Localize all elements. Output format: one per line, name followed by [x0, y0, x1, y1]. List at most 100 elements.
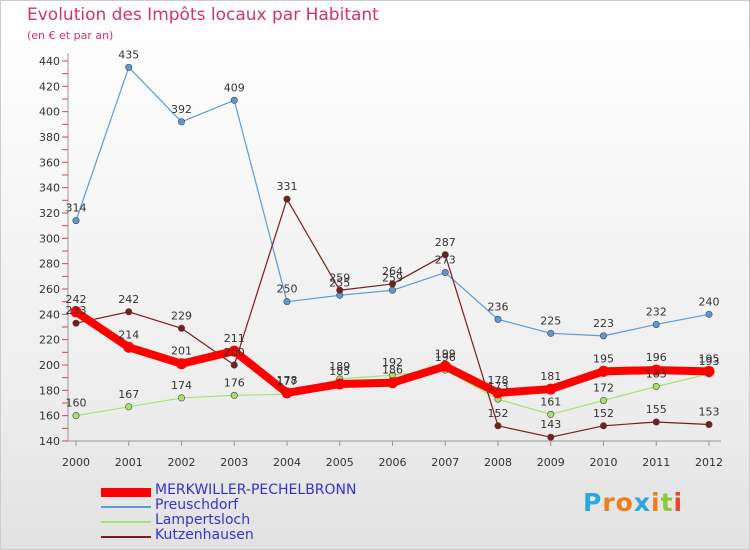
- data-label: 409: [224, 81, 245, 94]
- chart-title: Evolution des Impôts locaux par Habitant: [27, 5, 379, 25]
- x-tick-label: 2008: [484, 456, 512, 469]
- data-point: [441, 251, 449, 259]
- data-label: 236: [488, 300, 509, 313]
- data-label: 174: [171, 379, 192, 392]
- data-point: [652, 418, 660, 426]
- data-point: [650, 364, 662, 376]
- data-label: 195: [699, 352, 720, 365]
- logo-letter: i: [673, 488, 684, 517]
- data-label: 435: [118, 48, 139, 61]
- data-label: 178: [488, 374, 509, 387]
- x-tick-label: 2006: [379, 456, 407, 469]
- proxiti-logo: Proxiti: [583, 488, 683, 517]
- data-point: [123, 341, 135, 353]
- data-point: [334, 378, 346, 390]
- data-point: [283, 298, 291, 306]
- data-label: 199: [435, 347, 456, 360]
- logo-letter: o: [615, 488, 634, 517]
- data-label: 176: [224, 376, 245, 389]
- y-tick-label: 260: [39, 283, 60, 296]
- data-label: 232: [646, 305, 667, 318]
- x-tick-label: 2001: [115, 456, 143, 469]
- data-point: [125, 63, 133, 71]
- data-point: [178, 324, 186, 332]
- data-point: [545, 383, 557, 395]
- data-label: 172: [593, 381, 614, 394]
- data-point: [72, 412, 80, 420]
- legend-swatch: [101, 521, 151, 523]
- data-point: [230, 96, 238, 104]
- data-label: 240: [699, 295, 720, 308]
- data-point: [492, 387, 504, 399]
- y-tick-label: 280: [39, 258, 60, 271]
- data-label: 223: [593, 317, 614, 330]
- data-point: [283, 195, 291, 203]
- data-point: [494, 422, 502, 430]
- x-tick-label: 2007: [431, 456, 459, 469]
- data-label: 196: [646, 351, 667, 364]
- data-label: 259: [382, 271, 403, 284]
- logo-letter: t: [660, 488, 674, 517]
- data-label: 143: [540, 418, 561, 431]
- y-tick-label: 200: [39, 359, 60, 372]
- data-label: 183: [646, 368, 667, 381]
- data-point: [125, 403, 133, 411]
- logo-letter: i: [651, 488, 661, 517]
- x-tick-label: 2012: [695, 456, 723, 469]
- data-point: [599, 396, 607, 404]
- y-tick-label: 440: [39, 55, 60, 68]
- logo-letter: P: [583, 488, 603, 517]
- data-point: [705, 421, 713, 429]
- data-point: [281, 387, 293, 399]
- data-point: [547, 410, 555, 418]
- x-tick-label: 2009: [537, 456, 565, 469]
- y-tick-label: 380: [39, 131, 60, 144]
- data-point: [547, 329, 555, 337]
- data-label: 214: [118, 328, 139, 341]
- data-point: [705, 310, 713, 318]
- data-label: 229: [171, 309, 192, 322]
- data-label: 201: [171, 345, 192, 358]
- logo-letter: r: [602, 488, 616, 517]
- data-label: 196: [435, 351, 456, 364]
- y-tick-label: 180: [39, 384, 60, 397]
- data-label: 160: [66, 397, 87, 410]
- y-tick-label: 240: [39, 308, 60, 321]
- data-label: 264: [382, 265, 403, 278]
- data-point: [72, 319, 80, 327]
- data-point: [230, 361, 238, 369]
- data-label: 255: [329, 276, 350, 289]
- data-label: 242: [66, 293, 87, 306]
- data-label: 189: [329, 360, 350, 373]
- data-point: [652, 383, 660, 391]
- data-label: 177: [277, 375, 298, 388]
- data-point: [547, 433, 555, 441]
- data-point: [703, 365, 715, 377]
- data-label: 314: [66, 202, 87, 215]
- y-tick-label: 320: [39, 207, 60, 220]
- data-label: 195: [593, 352, 614, 365]
- y-tick-label: 360: [39, 156, 60, 169]
- data-label: 192: [382, 356, 403, 369]
- x-tick-label: 2005: [326, 456, 354, 469]
- x-tick-label: 2000: [62, 456, 90, 469]
- data-label: 287: [435, 236, 456, 249]
- data-label: 259: [329, 271, 350, 284]
- data-label: 153: [699, 406, 720, 419]
- y-tick-label: 300: [39, 232, 60, 245]
- data-label: 173: [488, 380, 509, 393]
- data-point: [230, 391, 238, 399]
- data-label: 186: [382, 364, 403, 377]
- data-point: [125, 308, 133, 316]
- data-label: 392: [171, 103, 192, 116]
- x-tick-label: 2011: [642, 456, 670, 469]
- legend-label: Lampertsloch: [155, 512, 251, 528]
- data-point: [494, 315, 502, 323]
- data-label: 152: [488, 407, 509, 420]
- data-point: [72, 217, 80, 225]
- data-point: [228, 345, 240, 357]
- data-label: 200: [224, 346, 245, 359]
- data-point: [387, 377, 398, 389]
- data-label: 331: [277, 180, 298, 193]
